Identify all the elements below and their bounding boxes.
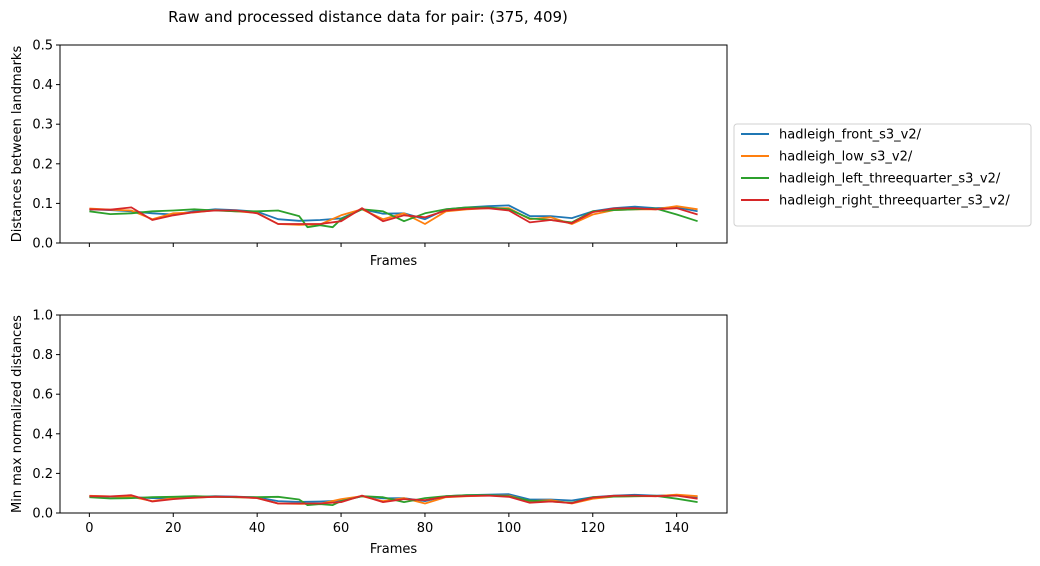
x-tick-label: 80 [417, 521, 434, 536]
top-plot: 0.0 0.1 0.2 0.3 0.4 0.5 Frames Distances betwee… [10, 39, 728, 269]
y-tick-label: 0.0 [32, 507, 53, 522]
x-tick-label: 140 [664, 521, 689, 536]
y-axis-label: Min max normalized distances [10, 315, 25, 513]
y-tick-label: 0.6 [32, 388, 53, 403]
x-axis-label: Frames [370, 542, 418, 557]
x-tick-label: 40 [249, 521, 266, 536]
y-tick-label: 0.8 [32, 348, 53, 363]
y-tick-label: 0.4 [32, 78, 53, 93]
y-tick-label: 1.0 [32, 309, 53, 324]
legend-label: hadleigh_left_threequarter_s3_v2/ [779, 172, 1001, 187]
chart-title: Raw and processed distance data for pair… [168, 8, 568, 26]
legend-label: hadleigh_low_s3_v2/ [779, 150, 913, 165]
legend-frame [733, 123, 1032, 227]
x-tick-label: 120 [580, 521, 605, 536]
x-tick-label: 0 [85, 521, 93, 536]
x-tick-label: 20 [165, 521, 182, 536]
y-tick-label: 0.4 [32, 427, 53, 442]
y-tick-label: 0.3 [32, 118, 53, 133]
y-tick-label: 0.2 [32, 467, 53, 482]
legend-label: hadleigh_front_s3_v2/ [779, 128, 922, 143]
series-line-3 [89, 494, 698, 505]
legend: hadleigh_front_s3_v2/hadleigh_low_s3_v2/… [733, 123, 1032, 227]
y-tick-label: 0.2 [32, 157, 53, 172]
y-axis-label: Distances between landmarks [10, 46, 25, 243]
legend-label: hadleigh_right_threequarter_s3_v2/ [779, 194, 1010, 209]
axes-frame [59, 44, 728, 244]
x-tick-label: 60 [333, 521, 350, 536]
y-tick-label: 0.5 [32, 39, 53, 54]
bottom-plot: 0.0 0.2 0.4 0.6 0.8 1.0 0 20 40 60 80 100 120 140 Fram… [10, 309, 728, 557]
x-axis-label: Frames [370, 254, 418, 269]
y-tick-label: 0.0 [32, 237, 53, 252]
x-tick-label: 100 [496, 521, 521, 536]
series-line-3 [89, 206, 698, 225]
axes-frame [59, 314, 728, 514]
y-tick-label: 0.1 [32, 197, 53, 212]
